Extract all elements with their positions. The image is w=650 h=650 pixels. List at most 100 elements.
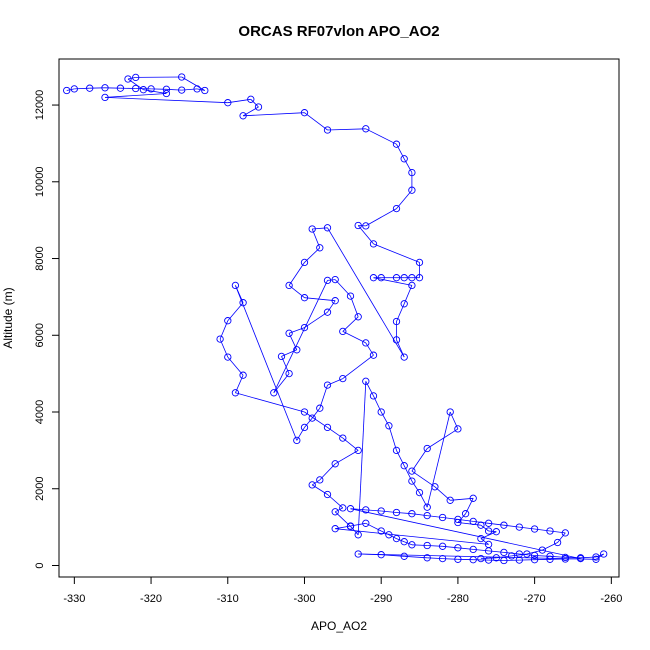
x-tick-label: -260 (600, 593, 622, 605)
data-point (592, 553, 600, 561)
series-segment (457, 519, 474, 522)
data-point (285, 329, 293, 337)
data-point (124, 75, 132, 83)
x-tick-label: -270 (524, 593, 546, 605)
series-segment (227, 98, 251, 104)
series-segment (404, 541, 413, 546)
data-point (446, 408, 454, 416)
data-point (423, 541, 431, 550)
data-point (392, 534, 401, 543)
data-point (323, 126, 332, 134)
series-segment (334, 450, 359, 465)
data-point (362, 125, 370, 133)
series-segment (595, 553, 604, 560)
data-point (331, 508, 339, 516)
series-segment (166, 88, 182, 91)
series-segment (519, 526, 535, 530)
data-point (362, 339, 370, 347)
data-point (423, 511, 431, 520)
data-point (500, 556, 508, 565)
data-point (484, 519, 493, 527)
data-point (561, 555, 569, 563)
data-point (323, 224, 332, 232)
data-point (369, 240, 378, 248)
series-segment (511, 553, 527, 557)
data-point (530, 551, 539, 560)
data-point (454, 555, 462, 563)
x-axis: -330 -320 -310 -300 -290 -280 -270 -260 (63, 576, 622, 605)
data-point (270, 389, 278, 397)
plot-frame (58, 58, 620, 578)
series-segment (327, 279, 336, 281)
series-segment (304, 411, 328, 428)
data-point (408, 274, 416, 282)
series-segment (480, 538, 489, 545)
data-point (300, 294, 309, 302)
series-segment (388, 534, 397, 539)
series-segment (74, 87, 90, 90)
series-segment (304, 112, 328, 131)
data-point (469, 517, 477, 526)
series-segment (342, 331, 366, 344)
data-point (377, 408, 385, 416)
data-point (400, 538, 408, 546)
series-segment (426, 428, 459, 449)
series-segment (496, 555, 512, 559)
data-point (423, 554, 431, 562)
data-point (362, 506, 370, 514)
series-segment (427, 545, 443, 547)
data-point (369, 351, 378, 359)
data-point (408, 510, 416, 518)
data-point (63, 86, 71, 95)
series-segment (334, 279, 351, 297)
data-point (377, 527, 385, 535)
data-point (331, 525, 339, 533)
data-point (492, 554, 500, 562)
data-point (515, 523, 523, 531)
y-tick-label: 2000 (34, 476, 46, 500)
data-point (461, 510, 470, 518)
series-segment (327, 227, 405, 358)
data-point (354, 313, 362, 321)
data-point (546, 527, 554, 535)
data-point (239, 299, 247, 307)
data-point (331, 297, 339, 305)
series-segment (235, 285, 298, 441)
y-tick-label: 0 (34, 562, 46, 568)
series-segment (319, 463, 336, 481)
plot-area (63, 73, 608, 565)
data-point (415, 274, 424, 282)
series-segment (373, 243, 420, 263)
data-point (300, 408, 309, 416)
data-point (354, 531, 362, 539)
series-segment (373, 277, 412, 286)
series-segment (534, 555, 551, 557)
data-point (231, 389, 240, 397)
data-point (86, 84, 94, 92)
data-point (316, 404, 324, 412)
series-segment (319, 384, 328, 409)
x-tick-label: -300 (293, 593, 315, 605)
data-point (454, 518, 462, 527)
data-point (239, 112, 247, 120)
series-segment (66, 88, 75, 91)
series-segment (327, 378, 343, 386)
series-segment (304, 297, 336, 302)
series-segment (335, 525, 351, 530)
series-segment (373, 395, 382, 413)
data-point (438, 542, 447, 550)
series-segment (335, 507, 343, 513)
data-point (362, 222, 370, 230)
series-segment (357, 225, 374, 245)
series-segment (488, 522, 504, 526)
x-axis-label: APO_AO2 (311, 619, 367, 633)
data-point (400, 552, 408, 560)
y-tick-label: 6000 (34, 323, 46, 347)
y-tick-label: 4000 (34, 400, 46, 424)
series-segment (426, 411, 451, 508)
data-point (331, 460, 339, 468)
data-point (308, 481, 316, 489)
series-segment (358, 553, 597, 560)
y-axis: 0 2000 4000 6000 8000 10000 12000 (34, 90, 60, 569)
data-point (300, 323, 309, 332)
